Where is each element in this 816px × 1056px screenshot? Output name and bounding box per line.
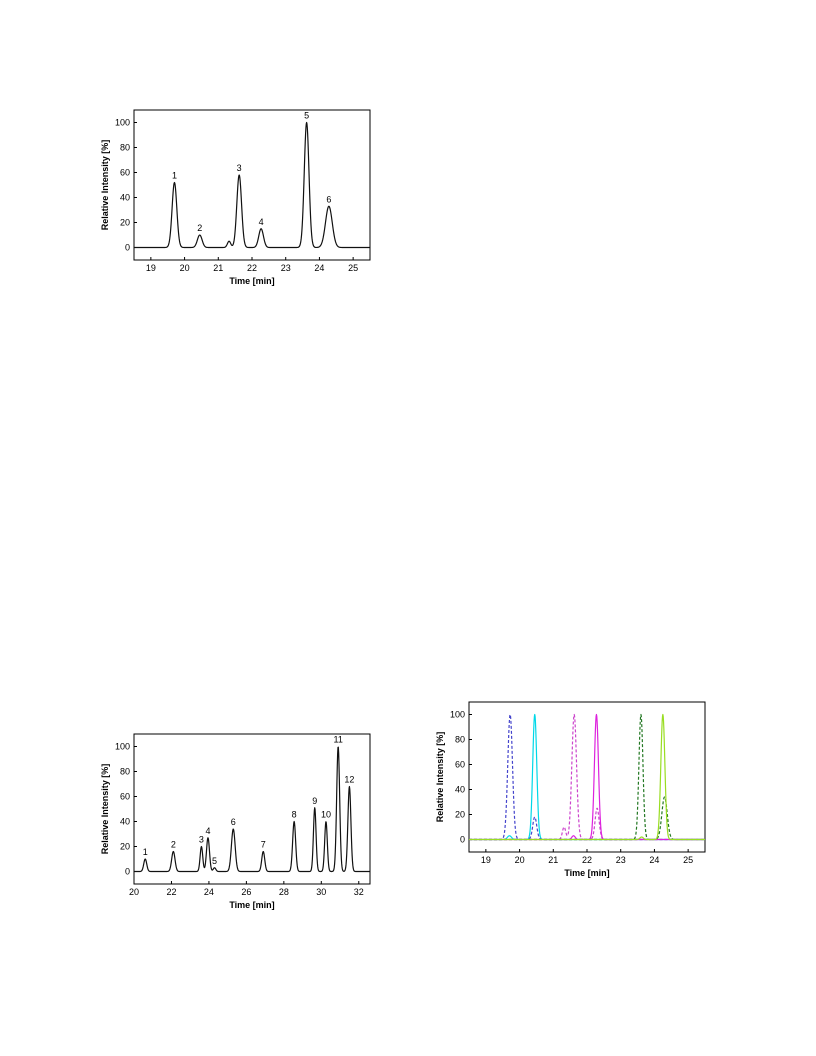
peak-label: 9 [312, 796, 317, 806]
y-tick-label: 0 [125, 867, 130, 877]
y-tick-label: 40 [455, 785, 465, 795]
y-tick-label: 60 [120, 168, 130, 178]
peak-label: 3 [237, 163, 242, 173]
y-tick-label: 80 [455, 735, 465, 745]
series-trace-4 [469, 713, 705, 841]
x-tick-label: 25 [683, 855, 693, 865]
y-tick-label: 100 [450, 710, 465, 720]
y-tick-label: 60 [455, 760, 465, 770]
x-tick-label: 30 [316, 887, 326, 897]
chromatogram-trace [134, 746, 370, 873]
peak-label: 5 [212, 856, 217, 866]
x-tick-label: 22 [166, 887, 176, 897]
x-axis-label: Time [min] [229, 900, 274, 910]
x-tick-label: 19 [481, 855, 491, 865]
x-tick-label: 24 [649, 855, 659, 865]
y-tick-label: 20 [455, 810, 465, 820]
chromatogram-1: 19 20 21 22 23 24 25 0 20 40 60 80 100 Time [min] Rela… [98, 105, 383, 305]
peak-label: 2 [197, 223, 202, 233]
chromatogram-trace [134, 121, 370, 249]
y-axis-label: Relative Intensity [%] [100, 764, 110, 855]
peak-label: 4 [259, 217, 264, 227]
x-axis-label: Time [min] [229, 276, 274, 286]
series-trace-6 [469, 713, 705, 841]
peak-label: 12 [344, 775, 354, 785]
x-tick-label: 24 [314, 263, 324, 273]
x-tick-label: 24 [204, 887, 214, 897]
x-axis-label: Time [min] [564, 868, 609, 878]
y-tick-label: 0 [460, 835, 465, 845]
peak-label: 2 [171, 840, 176, 850]
y-tick-label: 80 [120, 143, 130, 153]
peak-label: 1 [172, 171, 177, 181]
x-tick-label: 22 [582, 855, 592, 865]
peak-label: 6 [231, 817, 236, 827]
y-tick-label: 40 [120, 193, 130, 203]
chromatogram-overlay-svg: 19 20 21 22 23 24 25 0 20 40 60 80 100 Time [min] Rela… [435, 701, 706, 878]
chromatogram-overlay: 19 20 21 22 23 24 25 0 20 40 60 80 100 Time [min] Rela… [433, 697, 718, 897]
peak-label: 4 [205, 826, 210, 836]
x-tick-label: 20 [129, 887, 139, 897]
series-trace-1 [469, 713, 705, 841]
x-tick-label: 23 [281, 263, 291, 273]
plot-frame [133, 733, 371, 885]
x-tick-label: 26 [241, 887, 251, 897]
x-tick-label: 20 [180, 263, 190, 273]
x-tick-label: 19 [146, 263, 156, 273]
x-tick-label: 21 [213, 263, 223, 273]
chromatogram-2: 20 22 24 26 28 30 32 0 20 40 60 80 100 Time [min] Rela… [98, 729, 383, 929]
peak-label: 1 [143, 847, 148, 857]
peak-label: 10 [321, 810, 331, 820]
peak-label: 8 [292, 810, 297, 820]
x-tick-label: 23 [616, 855, 626, 865]
x-tick-label: 22 [247, 263, 257, 273]
y-tick-label: 100 [115, 118, 130, 128]
x-tick-label: 28 [279, 887, 289, 897]
y-tick-label: 20 [120, 842, 130, 852]
y-axis-label: Relative Intensity [%] [100, 140, 110, 231]
series-trace-3 [469, 713, 705, 841]
peak-label: 5 [304, 111, 309, 121]
y-tick-label: 20 [120, 218, 130, 228]
x-tick-label: 32 [354, 887, 364, 897]
y-axis-label: Relative Intensity [%] [435, 732, 445, 823]
y-tick-label: 60 [120, 792, 130, 802]
y-tick-label: 80 [120, 767, 130, 777]
series-trace-5 [469, 713, 705, 841]
y-tick-label: 0 [125, 243, 130, 253]
x-tick-label: 25 [348, 263, 358, 273]
peak-label: 11 [333, 735, 342, 745]
y-tick-label: 40 [120, 817, 130, 827]
peak-label: 3 [199, 835, 204, 845]
x-tick-label: 21 [548, 855, 558, 865]
peak-label: 6 [326, 194, 331, 204]
y-tick-label: 100 [115, 742, 130, 752]
series-trace-2 [469, 713, 705, 841]
x-tick-label: 20 [515, 855, 525, 865]
peak-label: 7 [261, 840, 266, 850]
